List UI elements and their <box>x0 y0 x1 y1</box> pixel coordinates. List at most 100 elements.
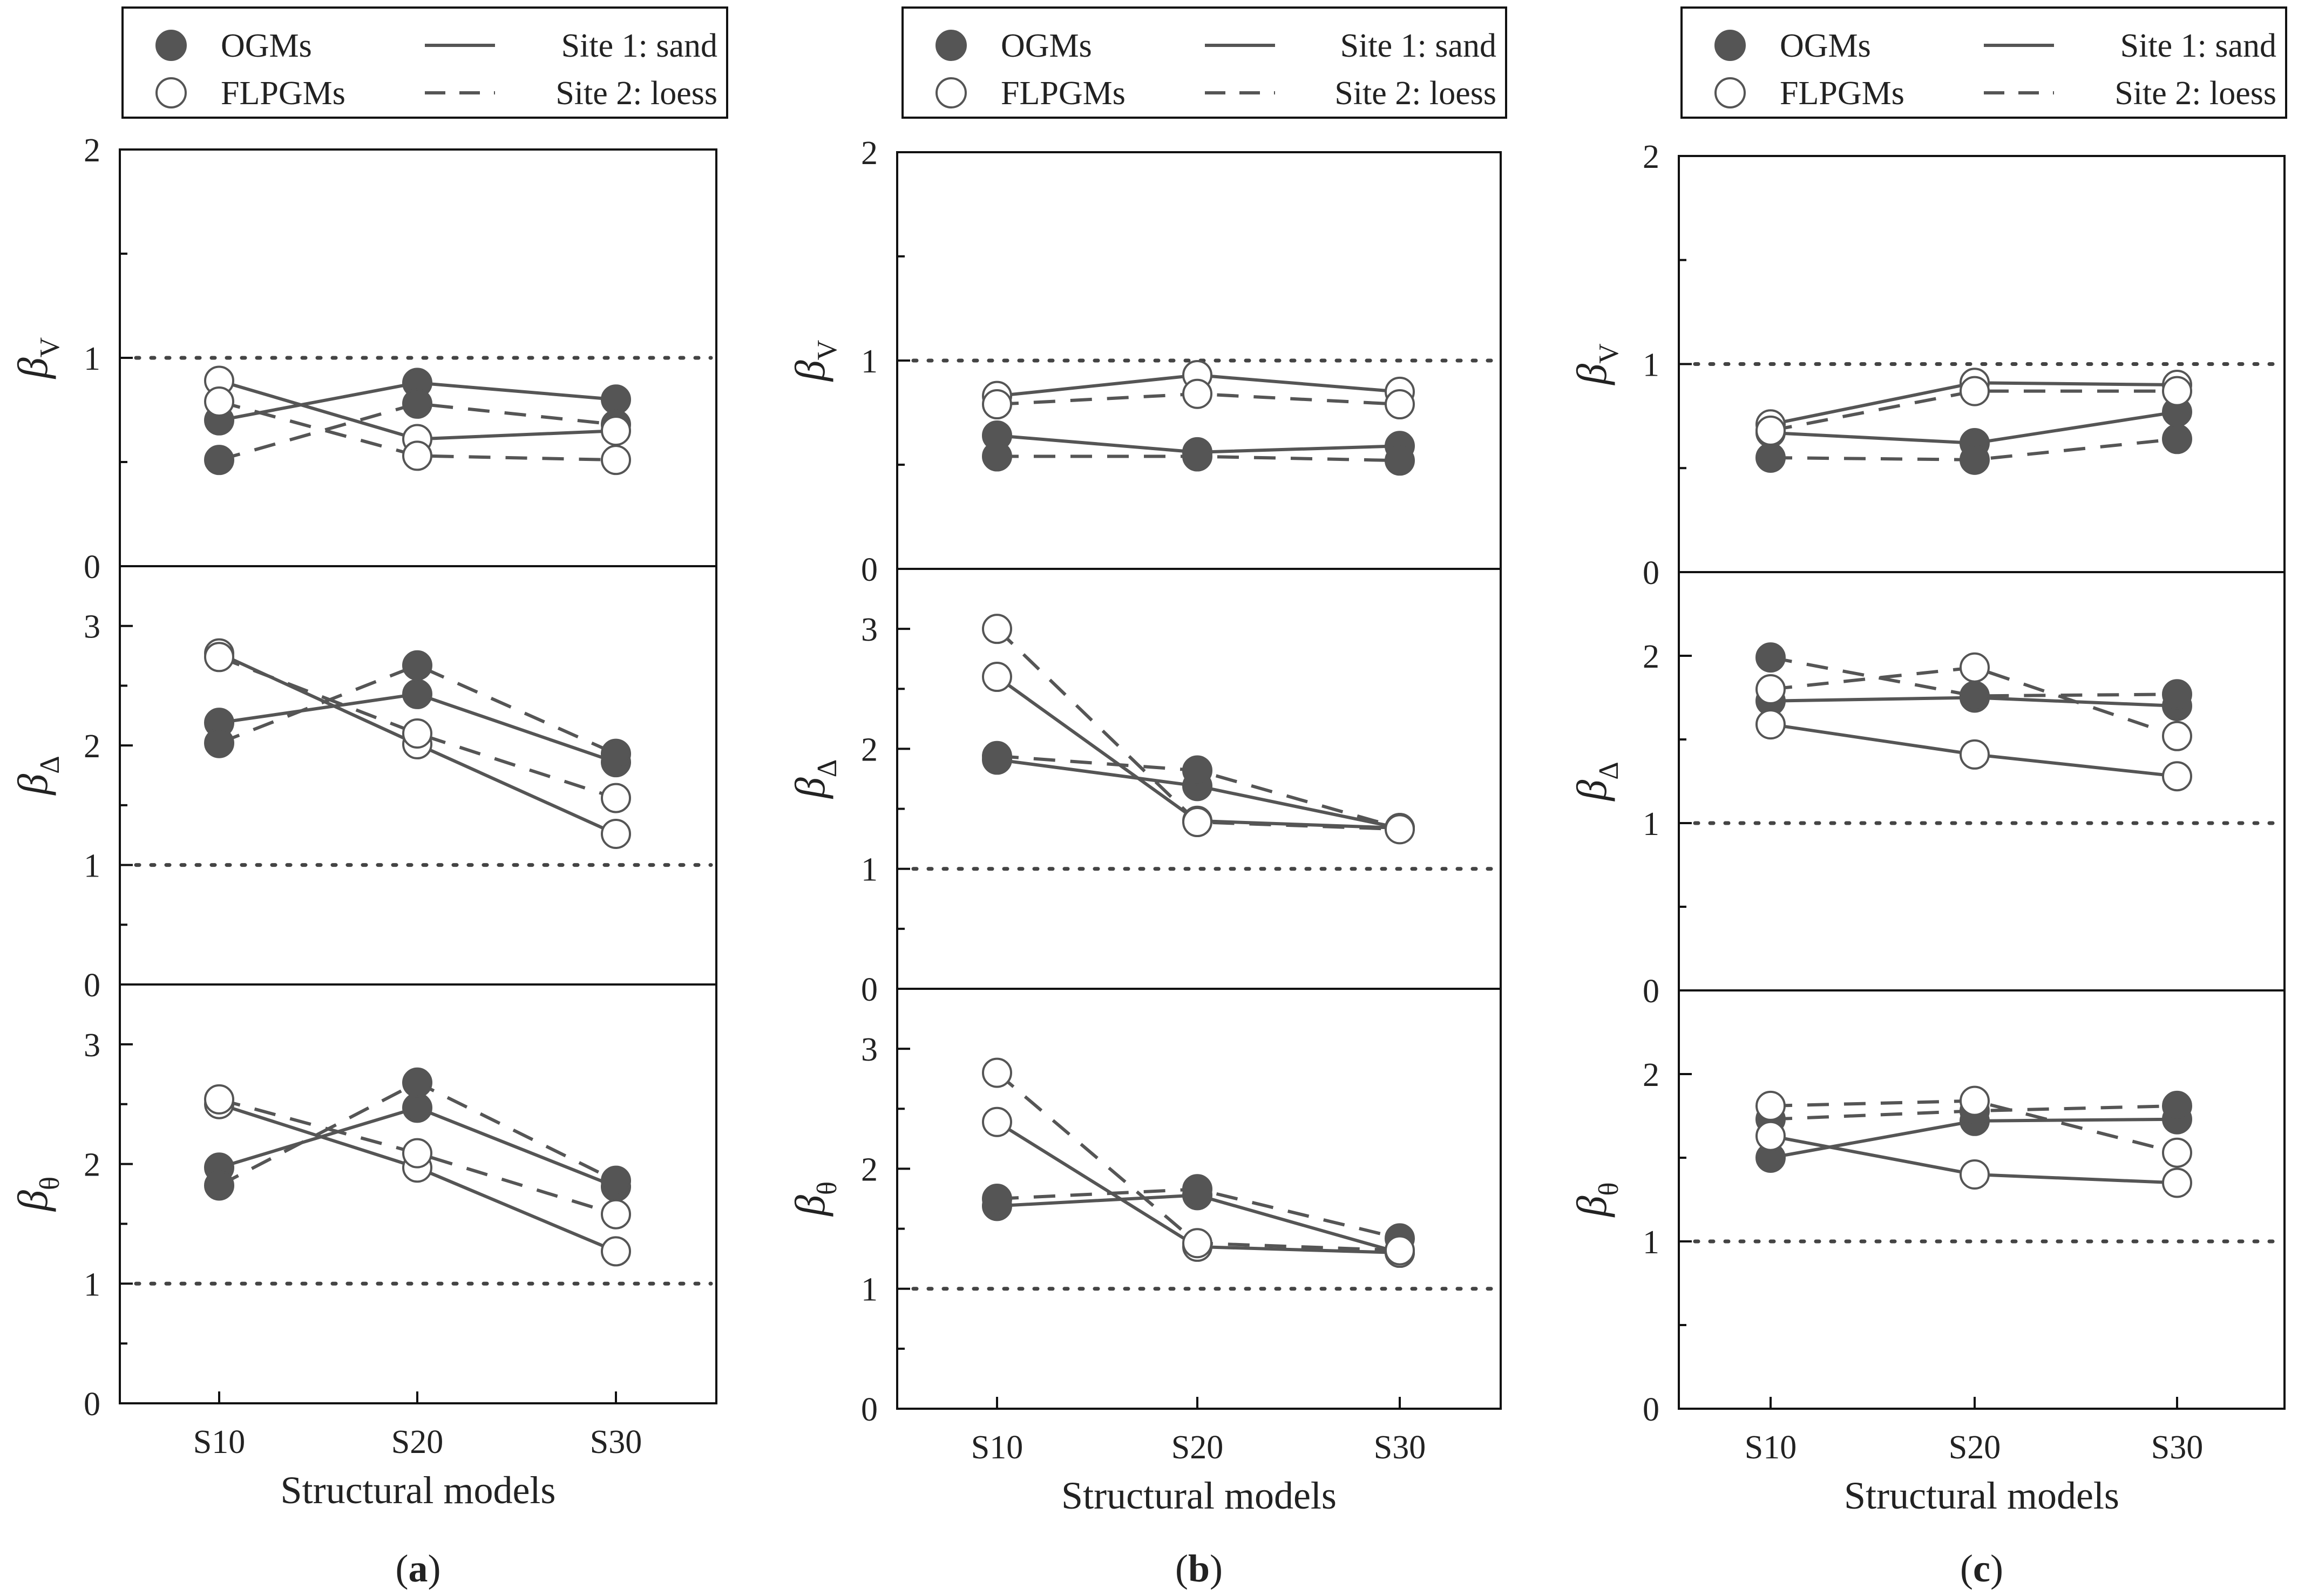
point-ogms <box>1182 441 1212 472</box>
legend-flpgms-label: FLPGMs <box>1780 75 1904 112</box>
y-tick-label: 0 <box>84 549 100 586</box>
point-flpgms <box>1960 1085 1990 1116</box>
point-flpgms <box>1755 709 1786 740</box>
series-line <box>1770 656 2178 698</box>
point-ogms <box>601 384 631 415</box>
y-axis-label-symbol: β <box>9 1190 56 1212</box>
point-flpgms <box>1755 674 1786 704</box>
panel-3: 0 1 2 βθ <box>1568 989 2286 1428</box>
x-axis-label: Structural models <box>1844 1474 2119 1517</box>
point-ogms <box>601 738 631 769</box>
point-flpgms <box>204 642 234 673</box>
point-flpgms <box>2162 721 2192 751</box>
point-flpgms <box>2162 1137 2192 1168</box>
point-flpgms <box>204 386 234 417</box>
y-axis-label-symbol: β <box>1568 1196 1615 1218</box>
point-ogms <box>402 650 432 681</box>
y-tick-label: 0 <box>861 1391 878 1428</box>
y-tick-label: 0 <box>1643 555 1659 592</box>
legend-box <box>901 6 1507 119</box>
x-tick-label: S30 <box>590 1424 642 1461</box>
legend-site2-label: Site 2: loess <box>555 75 717 112</box>
legend-flpgms-label: FLPGMs <box>221 75 345 112</box>
subfigure-letter: b <box>1188 1547 1210 1590</box>
x-tick-label: S20 <box>1949 1429 2001 1466</box>
point-ogms <box>982 441 1012 472</box>
point-ogms <box>402 1067 432 1098</box>
legend-site1-label: Site 1: sand <box>2120 28 2276 64</box>
point-ogms <box>1385 445 1415 476</box>
y-tick-label: 0 <box>84 1386 100 1423</box>
y-tick-label: 1 <box>861 852 878 888</box>
panel-3: 0 1 2 3 βθ <box>787 988 1502 1428</box>
panel-1: 0 1 2 βV <box>9 132 717 586</box>
x-axis-label: Structural models <box>1061 1474 1337 1517</box>
point-flpgms <box>402 1138 432 1169</box>
y-tick-label: 1 <box>84 1266 100 1303</box>
point-flpgms <box>982 1106 1012 1137</box>
y-tick-label: 0 <box>861 972 878 1008</box>
y-tick-label: 2 <box>861 1151 878 1188</box>
x-tick-label: S20 <box>391 1424 443 1461</box>
y-tick-label: 0 <box>1643 1391 1659 1428</box>
y-axis-label: βΔ <box>9 756 65 796</box>
y-axis-label: βV <box>787 340 843 382</box>
y-tick-label: 1 <box>861 1272 878 1308</box>
panel-2: 0 1 2 3 βΔ <box>9 565 717 1004</box>
y-tick-label: 3 <box>84 609 100 646</box>
series-line <box>218 655 616 800</box>
y-tick-label: 0 <box>1643 973 1659 1010</box>
x-tick-label: S20 <box>1171 1429 1223 1466</box>
y-tick-label: 1 <box>1643 806 1659 843</box>
point-flpgms <box>982 1057 1012 1088</box>
y-tick-label: 2 <box>84 1147 100 1184</box>
point-ogms <box>204 1170 234 1201</box>
y-tick-label: 2 <box>861 135 878 172</box>
y-tick-label: 0 <box>861 552 878 588</box>
subfigure-label: (c) <box>1960 1547 2003 1590</box>
y-tick-label: 1 <box>861 343 878 380</box>
point-ogms <box>2162 679 2192 710</box>
y-axis-label-subscript: V <box>35 337 65 358</box>
y-axis-label: βΔ <box>1568 762 1624 802</box>
y-axis-label-subscript: V <box>812 340 843 361</box>
subfigure-paren-open: ( <box>1960 1547 1973 1590</box>
y-tick-label: 1 <box>1643 347 1659 384</box>
point-flpgms <box>982 614 1012 644</box>
y-axis-label-symbol: β <box>787 360 833 382</box>
point-flpgms <box>1755 415 1786 446</box>
point-flpgms <box>982 389 1012 420</box>
subfigure-label: (a) <box>396 1547 441 1590</box>
panel-3: 0 1 2 3 βθ <box>9 983 717 1423</box>
point-flpgms <box>601 445 631 476</box>
point-flpgms <box>601 783 631 813</box>
y-tick-label: 2 <box>1643 639 1659 675</box>
point-flpgms <box>2162 376 2192 406</box>
y-tick-label: 2 <box>1643 139 1659 175</box>
legend: OGMs FLPGMs Site 1: sand Site 2: loess <box>1680 6 2287 119</box>
y-tick-label: 2 <box>84 132 100 169</box>
y-axis-label-subscript: θ <box>812 1181 843 1195</box>
panel-2: 0 1 2 3 βΔ <box>787 568 1502 1008</box>
legend-flpgms-marker <box>936 77 967 108</box>
point-ogms <box>982 741 1012 771</box>
point-flpgms <box>601 1236 631 1267</box>
y-tick-label: 1 <box>84 848 100 885</box>
legend-ogms-marker <box>155 30 187 61</box>
y-tick-label: 3 <box>861 612 878 648</box>
y-axis-label-subscript: Δ <box>1594 762 1624 779</box>
point-ogms <box>1755 442 1786 473</box>
point-flpgms <box>1385 1235 1415 1266</box>
panel-frame <box>1678 989 2286 1410</box>
point-ogms <box>2162 424 2192 454</box>
y-axis-label-subscript: Δ <box>35 756 65 773</box>
x-tick-label: S10 <box>1745 1429 1797 1466</box>
y-tick-label: 3 <box>861 1031 878 1068</box>
legend-site2-label: Site 2: loess <box>2114 75 2276 112</box>
point-ogms <box>204 445 234 476</box>
legend-ogms-label: OGMs <box>221 28 312 64</box>
point-flpgms <box>1960 376 1990 406</box>
